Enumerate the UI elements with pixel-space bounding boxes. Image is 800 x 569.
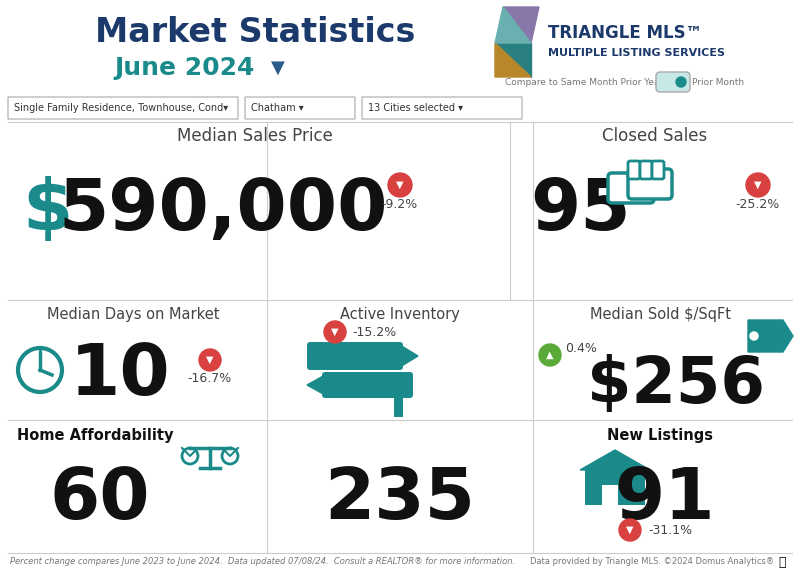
Text: TRIANGLE MLS™: TRIANGLE MLS™ (548, 24, 702, 42)
FancyBboxPatch shape (628, 169, 672, 199)
Text: Home Affordability: Home Affordability (17, 427, 174, 443)
Circle shape (750, 332, 758, 340)
Text: -15.2%: -15.2% (352, 325, 396, 339)
Text: New Listings: New Listings (607, 427, 713, 443)
Polygon shape (580, 450, 650, 470)
FancyBboxPatch shape (394, 397, 403, 417)
Text: 10: 10 (70, 340, 170, 410)
Text: Percent change compares June 2023 to June 2024.  Data updated 07/08/24.  Consult: Percent change compares June 2023 to Jun… (10, 558, 515, 567)
Circle shape (619, 519, 641, 541)
FancyBboxPatch shape (245, 97, 355, 119)
Text: -9.2%: -9.2% (382, 197, 418, 211)
FancyBboxPatch shape (652, 161, 664, 179)
FancyBboxPatch shape (362, 97, 522, 119)
Text: -31.1%: -31.1% (648, 523, 692, 537)
Circle shape (199, 349, 221, 371)
Text: Median Sales Price: Median Sales Price (177, 127, 333, 145)
FancyBboxPatch shape (8, 97, 238, 119)
Text: Single Family Residence, Townhouse, Cond▾: Single Family Residence, Townhouse, Cond… (14, 103, 228, 113)
Text: 95: 95 (530, 175, 630, 245)
FancyBboxPatch shape (640, 161, 652, 179)
Text: ▲: ▲ (546, 350, 554, 360)
Text: ▼: ▼ (206, 355, 214, 365)
Circle shape (388, 173, 412, 197)
Text: $256: $256 (587, 354, 765, 416)
Text: Closed Sales: Closed Sales (602, 127, 708, 145)
Polygon shape (495, 7, 531, 43)
Text: -25.2%: -25.2% (736, 197, 780, 211)
Text: $: $ (22, 175, 72, 245)
Text: ▼: ▼ (331, 327, 338, 337)
Polygon shape (495, 43, 531, 77)
Text: ▼: ▼ (626, 525, 634, 535)
Text: MULTIPLE LISTING SERVICES: MULTIPLE LISTING SERVICES (548, 48, 725, 58)
Text: 0.4%: 0.4% (565, 341, 597, 354)
Polygon shape (495, 43, 531, 77)
Text: Median Days on Market: Median Days on Market (46, 307, 219, 321)
Text: -16.7%: -16.7% (188, 372, 232, 385)
FancyBboxPatch shape (628, 161, 640, 179)
Text: 235: 235 (325, 465, 475, 534)
Text: 13 Cities selected ▾: 13 Cities selected ▾ (368, 103, 463, 113)
Polygon shape (400, 345, 418, 367)
Polygon shape (307, 375, 325, 395)
FancyBboxPatch shape (322, 372, 413, 398)
Circle shape (539, 344, 561, 366)
Text: ▼: ▼ (754, 180, 762, 190)
Text: 🖨: 🖨 (778, 555, 786, 568)
Circle shape (746, 173, 770, 197)
Text: Data provided by Triangle MLS. ©2024 Domus Analytics®: Data provided by Triangle MLS. ©2024 Dom… (530, 558, 774, 567)
Polygon shape (748, 320, 793, 352)
Text: Compare to Same Month Prior Year: Compare to Same Month Prior Year (505, 77, 663, 86)
Text: Chatham ▾: Chatham ▾ (251, 103, 304, 113)
FancyBboxPatch shape (307, 342, 403, 370)
Text: Prior Month: Prior Month (692, 77, 744, 86)
FancyBboxPatch shape (608, 173, 654, 203)
Text: 60: 60 (50, 465, 150, 534)
Text: June 2024: June 2024 (115, 56, 255, 80)
Text: Market Statistics: Market Statistics (95, 15, 415, 48)
Text: 590,000: 590,000 (58, 175, 387, 245)
Polygon shape (503, 7, 539, 43)
Text: ▼: ▼ (271, 59, 285, 77)
Text: 91: 91 (614, 465, 715, 534)
FancyBboxPatch shape (585, 470, 645, 505)
FancyBboxPatch shape (656, 72, 690, 92)
FancyBboxPatch shape (602, 485, 618, 505)
Text: Median Sold $/SqFt: Median Sold $/SqFt (590, 307, 730, 321)
Circle shape (676, 77, 686, 87)
Circle shape (324, 321, 346, 343)
Text: ▼: ▼ (396, 180, 404, 190)
Text: Active Inventory: Active Inventory (340, 307, 460, 321)
